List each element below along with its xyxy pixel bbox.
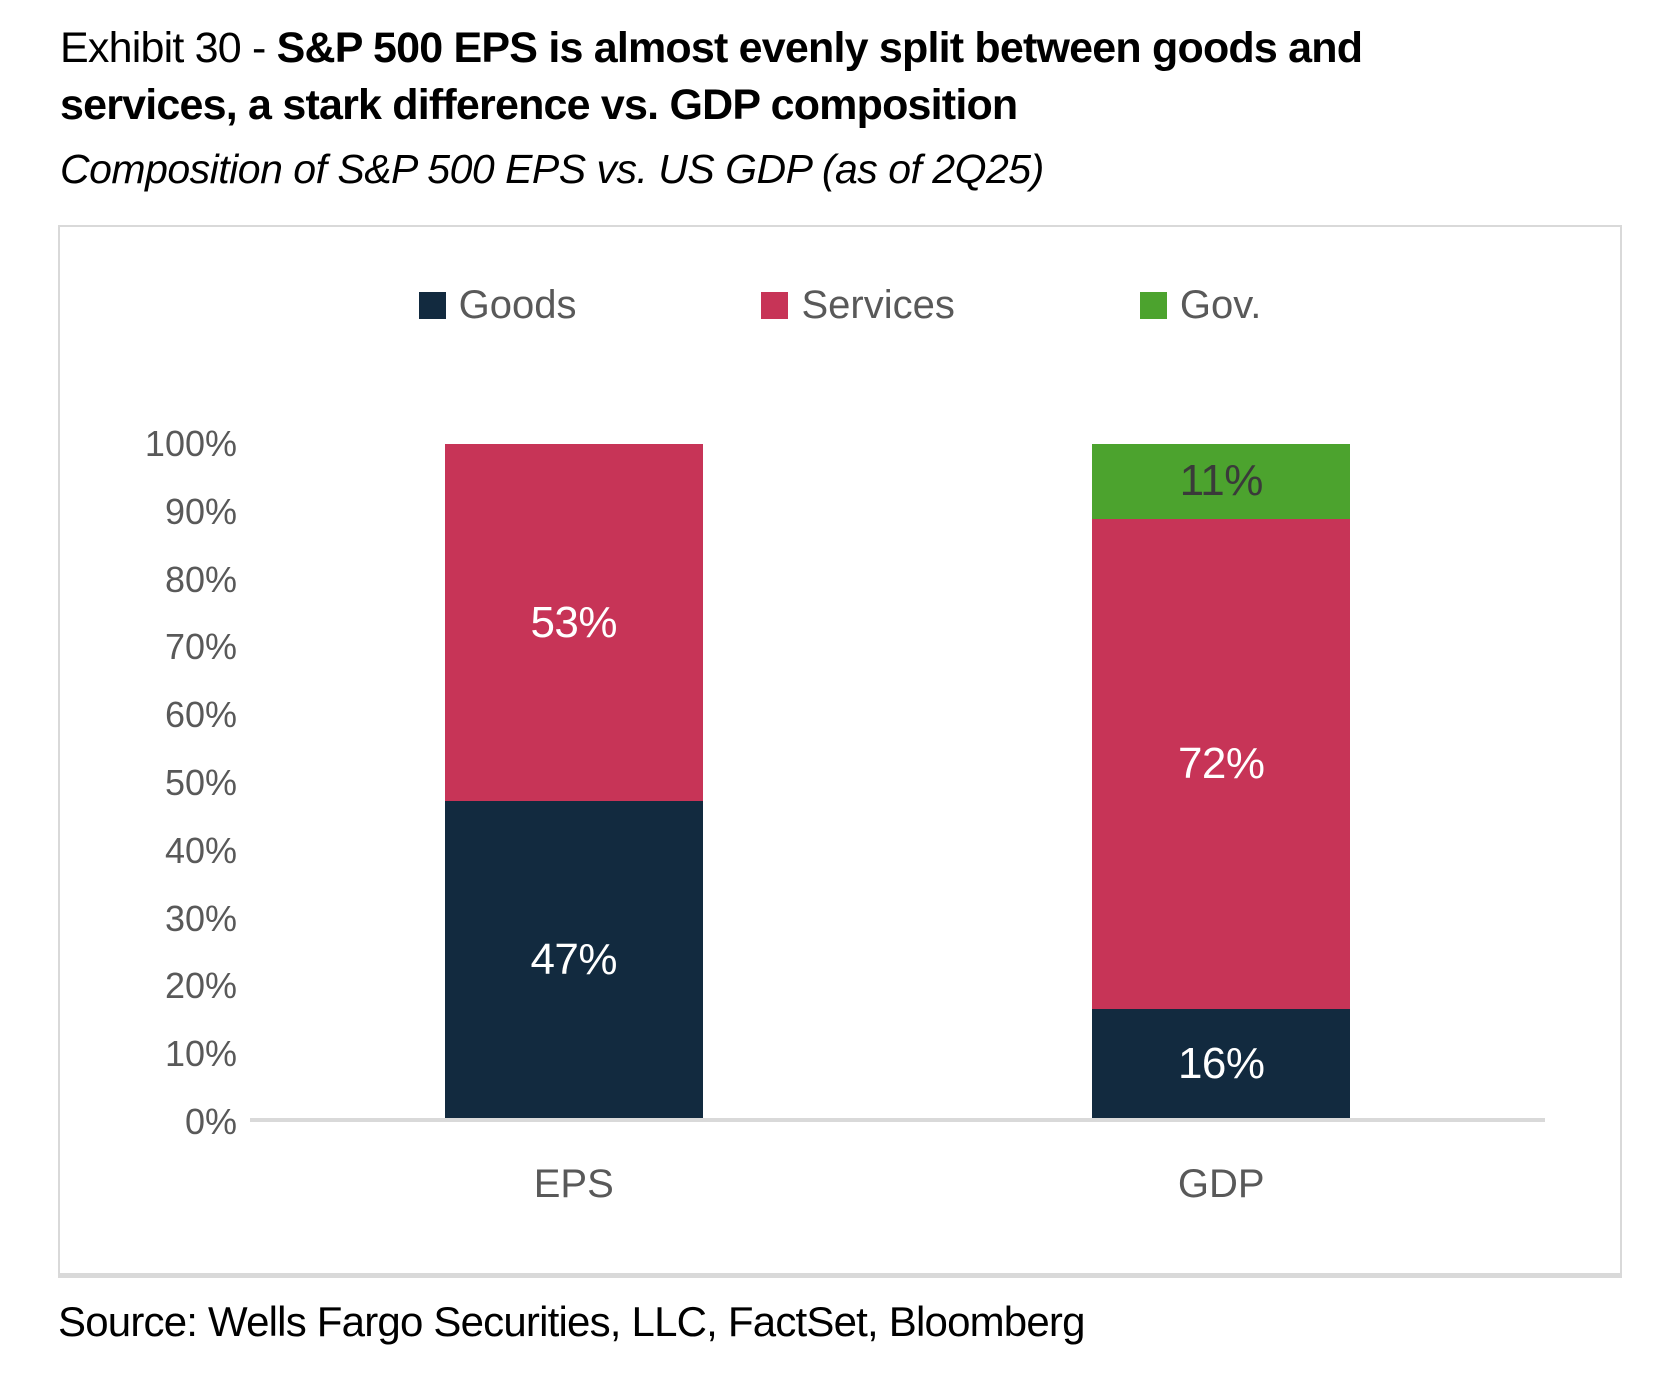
y-tick-label: 30% [164,897,237,939]
category-column-eps: 53% 47% [250,444,898,1118]
y-tick-label: 10% [164,1033,237,1075]
y-tick-label: 70% [164,626,237,668]
segment-services-gdp: 72% [1092,518,1351,1010]
y-tick-label: 80% [164,558,237,600]
segment-services-eps: 53% [444,444,703,802]
segment-gov-gdp: 11% [1092,444,1351,519]
data-label-goods-eps: 47% [530,934,618,984]
legend-label: Services [801,283,955,327]
y-tick-label: 50% [164,762,237,803]
y-axis: 100% 90% 80% 70% 60% 50% 40% 30% 20% 10% 0% [60,423,237,1142]
chart-panel: Goods Services Gov. 100% 90% 80% 70% 60% 50% 40%… [58,225,1622,1278]
legend-swatch-icon [418,292,446,319]
x-axis-labels: EPS GDP [250,1162,1545,1207]
data-label-services-gdp: 72% [1177,738,1265,788]
y-tick-label: 20% [164,965,237,1007]
segment-goods-gdp: 16% [1092,1009,1351,1118]
legend-label: Gov. [1179,283,1262,327]
data-label-goods-gdp: 16% [1177,1038,1265,1088]
source-note: Source: Wells Fargo Securities, LLC, Fac… [58,1298,1085,1345]
y-tick-label: 40% [164,829,237,871]
chart-subtitle: Composition of S&P 500 EPS vs. US GDP (a… [60,146,1044,192]
exhibit-title-emphasis: S&P 500 EPS is almost evenly split betwe… [60,24,1363,130]
y-tick-label: 60% [164,694,237,736]
data-label-services-eps: 53% [530,597,618,647]
exhibit-title: Exhibit 30 - S&P 500 EPS is almost evenl… [60,20,1460,134]
x-axis-label-gdp: GDP [1177,1162,1265,1206]
category-column-gdp: 11% 72% 16% [898,444,1546,1118]
y-tick-label: 90% [164,490,237,532]
legend-label: Goods [458,283,577,327]
plot-area: 53% 47% 11% 72% 16% [250,444,1545,1122]
stacked-bar-eps: 53% 47% [444,444,703,1118]
legend-item-services: Services [761,283,955,328]
y-tick-label: 0% [184,1101,237,1142]
y-tick-label: 100% [144,423,237,464]
legend-item-gov: Gov. [1139,283,1262,328]
legend-item-goods: Goods [418,283,577,328]
legend-swatch-icon [761,292,789,319]
legend-swatch-icon [1139,292,1167,319]
data-label-gov-gdp: 11% [1179,456,1264,506]
x-axis-label-eps: EPS [533,1162,614,1206]
segment-goods-eps: 47% [444,801,703,1118]
chart-legend: Goods Services Gov. [60,283,1620,328]
stacked-bar-gdp: 11% 72% 16% [1092,444,1351,1118]
exhibit-title-prefix: Exhibit 30 - [60,24,277,72]
